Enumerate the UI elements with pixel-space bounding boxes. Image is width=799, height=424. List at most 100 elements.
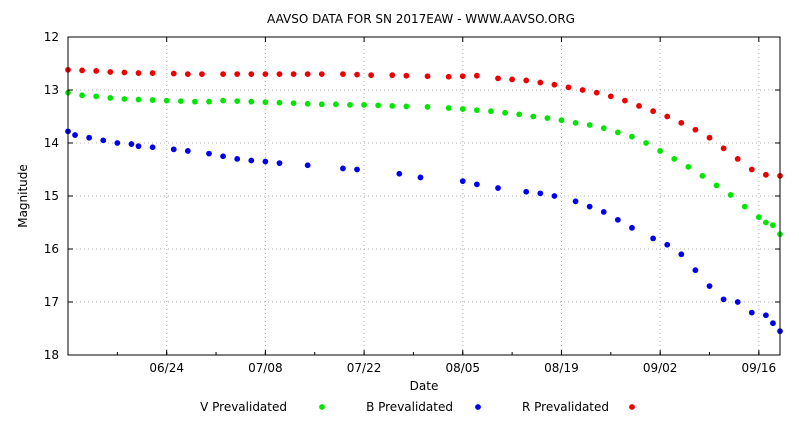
data-point [402,102,411,111]
data-point [303,70,312,78]
data-point [550,192,559,200]
data-point [536,189,545,198]
data-point [134,95,143,104]
data-point [367,71,375,79]
data-point [247,156,255,165]
data-point [543,114,552,122]
y-tick-label: 16 [44,242,59,256]
data-point [705,282,714,290]
data-point [691,266,700,274]
grid [68,36,780,356]
data-point [719,144,728,152]
data-point [762,311,770,319]
data-point [423,72,432,80]
data-point [184,147,192,155]
data-point [656,147,664,155]
data-point [92,67,100,75]
x-axis-label: Date [410,379,439,393]
data-point [621,96,629,105]
data-point [755,213,763,221]
data-point [769,221,777,229]
data-point [162,96,171,105]
x-tick-label: 06/24 [149,361,184,375]
x-tick-label: 07/22 [347,361,382,375]
data-point [388,71,396,79]
data-point [339,70,347,78]
data-point [85,133,93,142]
data-point [360,101,368,109]
legend-label: V Prevalidated [200,400,287,414]
data-point [71,131,79,139]
data-point [600,208,608,216]
data-point [191,97,199,106]
data-point [712,181,721,190]
data-point [677,250,686,258]
data-point [120,68,129,77]
data-point [628,224,636,232]
x-tick-label: 08/19 [544,361,579,375]
data-point [734,155,742,163]
data-point [593,88,601,97]
data-point [459,177,467,185]
y-axis-label: Magnitude [16,164,30,228]
data-point [261,70,270,78]
data-point [487,107,495,115]
data-point [247,97,255,106]
data-point [571,119,580,127]
data-point [198,70,206,78]
data-point [106,94,114,102]
data-point [275,99,284,107]
data-point [339,164,347,173]
data-point [501,109,509,117]
data-point [522,188,530,196]
data-point [762,218,770,227]
data-point [99,136,107,145]
x-tick-label: 07/08 [248,361,283,375]
data-point [184,70,192,78]
data-point [120,95,129,103]
data-point [332,100,340,109]
data-point [247,70,255,78]
data-point [353,165,361,174]
data-point [444,73,453,81]
data-point [748,308,756,317]
data-point [402,71,411,80]
series-r-points [64,66,784,180]
data-point [726,191,735,199]
data-point [233,70,241,78]
data-point [642,139,650,147]
legend-label: B Prevalidated [366,400,453,414]
data-point [233,155,241,163]
data-point [219,96,227,105]
data-point [607,92,615,101]
data-point [170,69,178,78]
data-point [677,119,686,127]
data-point [205,149,213,158]
data-point [353,70,361,79]
data-point [515,110,523,119]
legend-marker [474,403,482,411]
axis-ticks: 12 13 14 15 16 17 18 06/24 07/08 07/22 08/05 08/19 0… [44,30,780,375]
y-tick-label: 17 [44,295,59,309]
data-point [741,202,749,211]
data-point [762,171,770,179]
data-point [585,202,594,211]
data-point [134,142,143,150]
data-point [649,107,657,115]
data-point [705,133,714,142]
data-point [571,197,580,205]
data-point [663,112,671,121]
y-tick-label: 12 [44,30,59,44]
y-tick-label: 13 [44,83,59,97]
data-point [289,70,298,78]
data-point [261,98,270,106]
data-point [134,69,143,77]
data-point [473,180,481,189]
y-tick-label: 18 [44,348,59,362]
y-tick-label: 14 [44,136,59,150]
data-point [600,124,608,132]
data-point [78,66,86,75]
data-point [522,76,530,85]
data-point [78,91,86,99]
data-point [564,83,573,92]
